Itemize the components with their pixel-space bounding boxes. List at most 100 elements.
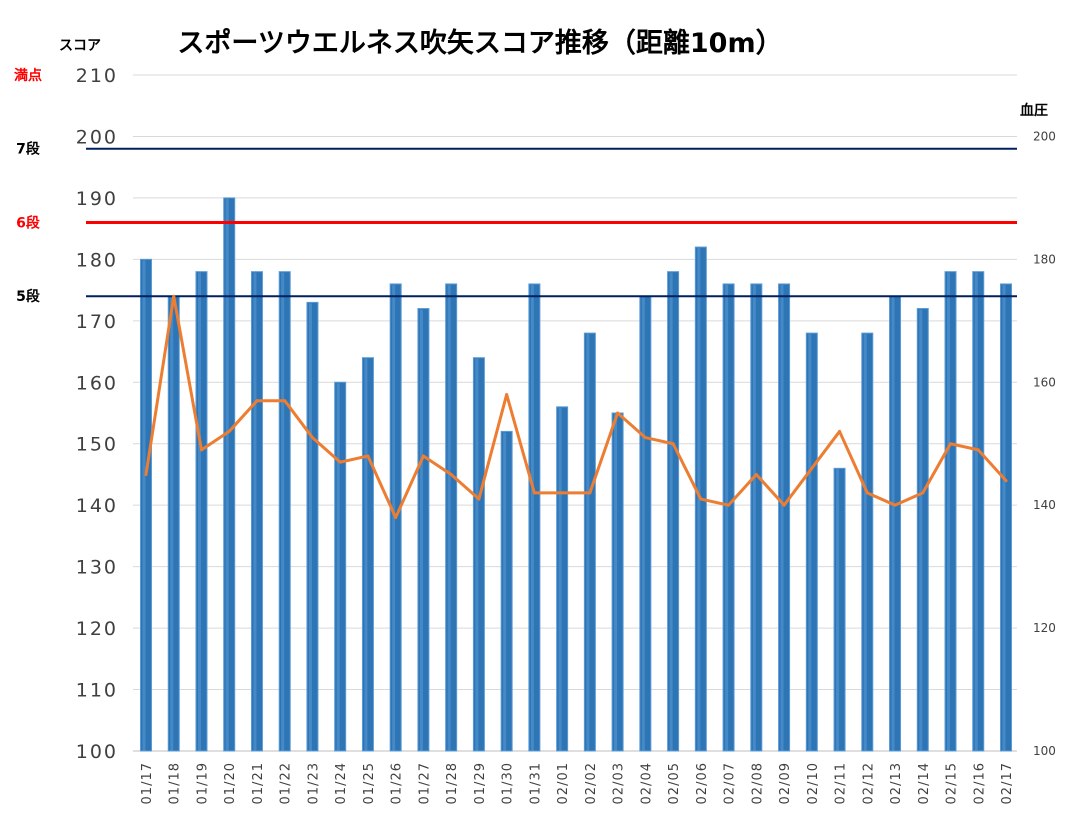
bar bbox=[611, 412, 624, 752]
line-point bbox=[949, 442, 953, 446]
y-tick-label: 150 bbox=[76, 434, 118, 456]
bar bbox=[361, 357, 374, 752]
line-point bbox=[643, 436, 647, 440]
x-tick-label: 02/03 bbox=[612, 762, 627, 804]
bar-highlight bbox=[974, 272, 978, 751]
bar bbox=[944, 271, 957, 752]
line-point bbox=[893, 503, 897, 507]
bar bbox=[833, 467, 846, 752]
reference-label: 5段 bbox=[16, 288, 40, 305]
x-tick-label: 02/15 bbox=[945, 762, 960, 804]
bar-highlight bbox=[558, 407, 562, 751]
bar-highlight bbox=[197, 272, 201, 751]
bar-highlight bbox=[641, 297, 645, 751]
bar-highlight bbox=[253, 272, 257, 751]
x-tick-label: 02/10 bbox=[806, 762, 821, 804]
x-tick-label: 01/27 bbox=[417, 762, 432, 804]
bar bbox=[445, 283, 458, 752]
bar-highlight bbox=[725, 284, 729, 751]
bar bbox=[583, 332, 596, 752]
bar-highlight bbox=[336, 383, 340, 751]
bar bbox=[250, 271, 263, 752]
x-tick-label: 02/12 bbox=[861, 762, 876, 804]
x-tick-label: 01/25 bbox=[362, 762, 377, 804]
bar-highlight bbox=[836, 469, 840, 751]
x-axis-ticks: 01/17 01/18 01/19 01/20 01/21 01/22 01/23 01/24… bbox=[140, 762, 1015, 804]
line-point bbox=[782, 503, 786, 507]
x-tick-label: 02/01 bbox=[556, 762, 571, 804]
bar bbox=[1000, 283, 1012, 752]
bar bbox=[778, 283, 791, 752]
reference-label: 7段 bbox=[16, 141, 40, 158]
x-tick-label: 02/14 bbox=[917, 762, 932, 804]
bar-highlight bbox=[364, 358, 368, 751]
bar bbox=[667, 271, 680, 752]
bar-highlight bbox=[419, 309, 423, 751]
y2-tick-label: 140 bbox=[1033, 498, 1056, 512]
y-tick-label: 120 bbox=[76, 618, 118, 640]
line-point bbox=[616, 411, 620, 415]
y2-tick-label: 160 bbox=[1033, 375, 1056, 389]
bar-highlight bbox=[1002, 284, 1006, 751]
x-tick-label: 02/06 bbox=[695, 762, 710, 804]
bar-highlight bbox=[142, 260, 146, 751]
bar bbox=[805, 332, 818, 752]
bar bbox=[972, 271, 985, 752]
x-tick-label: 02/17 bbox=[1000, 762, 1015, 804]
line-point bbox=[366, 454, 370, 458]
bar bbox=[167, 295, 180, 752]
bar-highlight bbox=[475, 358, 479, 751]
line-point bbox=[976, 448, 980, 452]
right-axis-ticks: 100 120 140 160 180 200 bbox=[1033, 129, 1056, 758]
line-point bbox=[283, 399, 287, 403]
x-tick-label: 01/31 bbox=[528, 762, 543, 804]
bar-highlight bbox=[503, 432, 507, 751]
blood-pressure-line bbox=[144, 294, 1008, 519]
y-tick-label: 200 bbox=[76, 126, 118, 148]
y2-tick-label: 120 bbox=[1033, 621, 1056, 635]
y-tick-label: 140 bbox=[76, 495, 118, 517]
line-point bbox=[671, 442, 675, 446]
x-tick-label: 01/28 bbox=[445, 762, 460, 804]
bar-highlight bbox=[614, 414, 618, 751]
x-tick-label: 02/02 bbox=[584, 762, 599, 804]
x-tick-label: 01/20 bbox=[223, 762, 238, 804]
bar-highlight bbox=[919, 309, 923, 751]
bar-highlight bbox=[281, 272, 285, 751]
bar-highlight bbox=[170, 297, 174, 751]
bar-highlight bbox=[392, 284, 396, 751]
bar-highlight bbox=[697, 248, 701, 751]
x-tick-label: 01/24 bbox=[334, 762, 349, 804]
bar bbox=[195, 271, 208, 752]
line-point bbox=[310, 436, 314, 440]
bar-highlight bbox=[780, 284, 784, 751]
line-point bbox=[810, 466, 814, 470]
bar bbox=[916, 308, 929, 752]
x-tick-label: 01/19 bbox=[195, 762, 210, 804]
bar-highlight bbox=[586, 334, 590, 751]
line-point bbox=[1004, 479, 1008, 483]
line-point bbox=[394, 515, 398, 519]
bar bbox=[417, 308, 430, 752]
bar bbox=[334, 381, 347, 752]
y-tick-label: 210 bbox=[76, 65, 118, 87]
line-point bbox=[532, 491, 536, 495]
line-point bbox=[505, 393, 509, 397]
x-tick-label: 02/09 bbox=[778, 762, 793, 804]
line-point bbox=[338, 460, 342, 464]
x-tick-label: 02/11 bbox=[834, 762, 849, 804]
line-point bbox=[144, 472, 148, 476]
x-tick-label: 02/16 bbox=[972, 762, 987, 804]
y-axis-label: スコア bbox=[59, 38, 101, 54]
line-point bbox=[227, 429, 231, 433]
y-tick-label: 190 bbox=[76, 188, 118, 210]
x-tick-label: 01/29 bbox=[473, 762, 488, 804]
bar-highlight bbox=[447, 284, 451, 751]
bar-highlight bbox=[891, 297, 895, 751]
bar bbox=[528, 283, 541, 752]
bar bbox=[278, 271, 291, 752]
line-point bbox=[199, 448, 203, 452]
line-point bbox=[865, 491, 869, 495]
bar-highlight bbox=[808, 334, 812, 751]
